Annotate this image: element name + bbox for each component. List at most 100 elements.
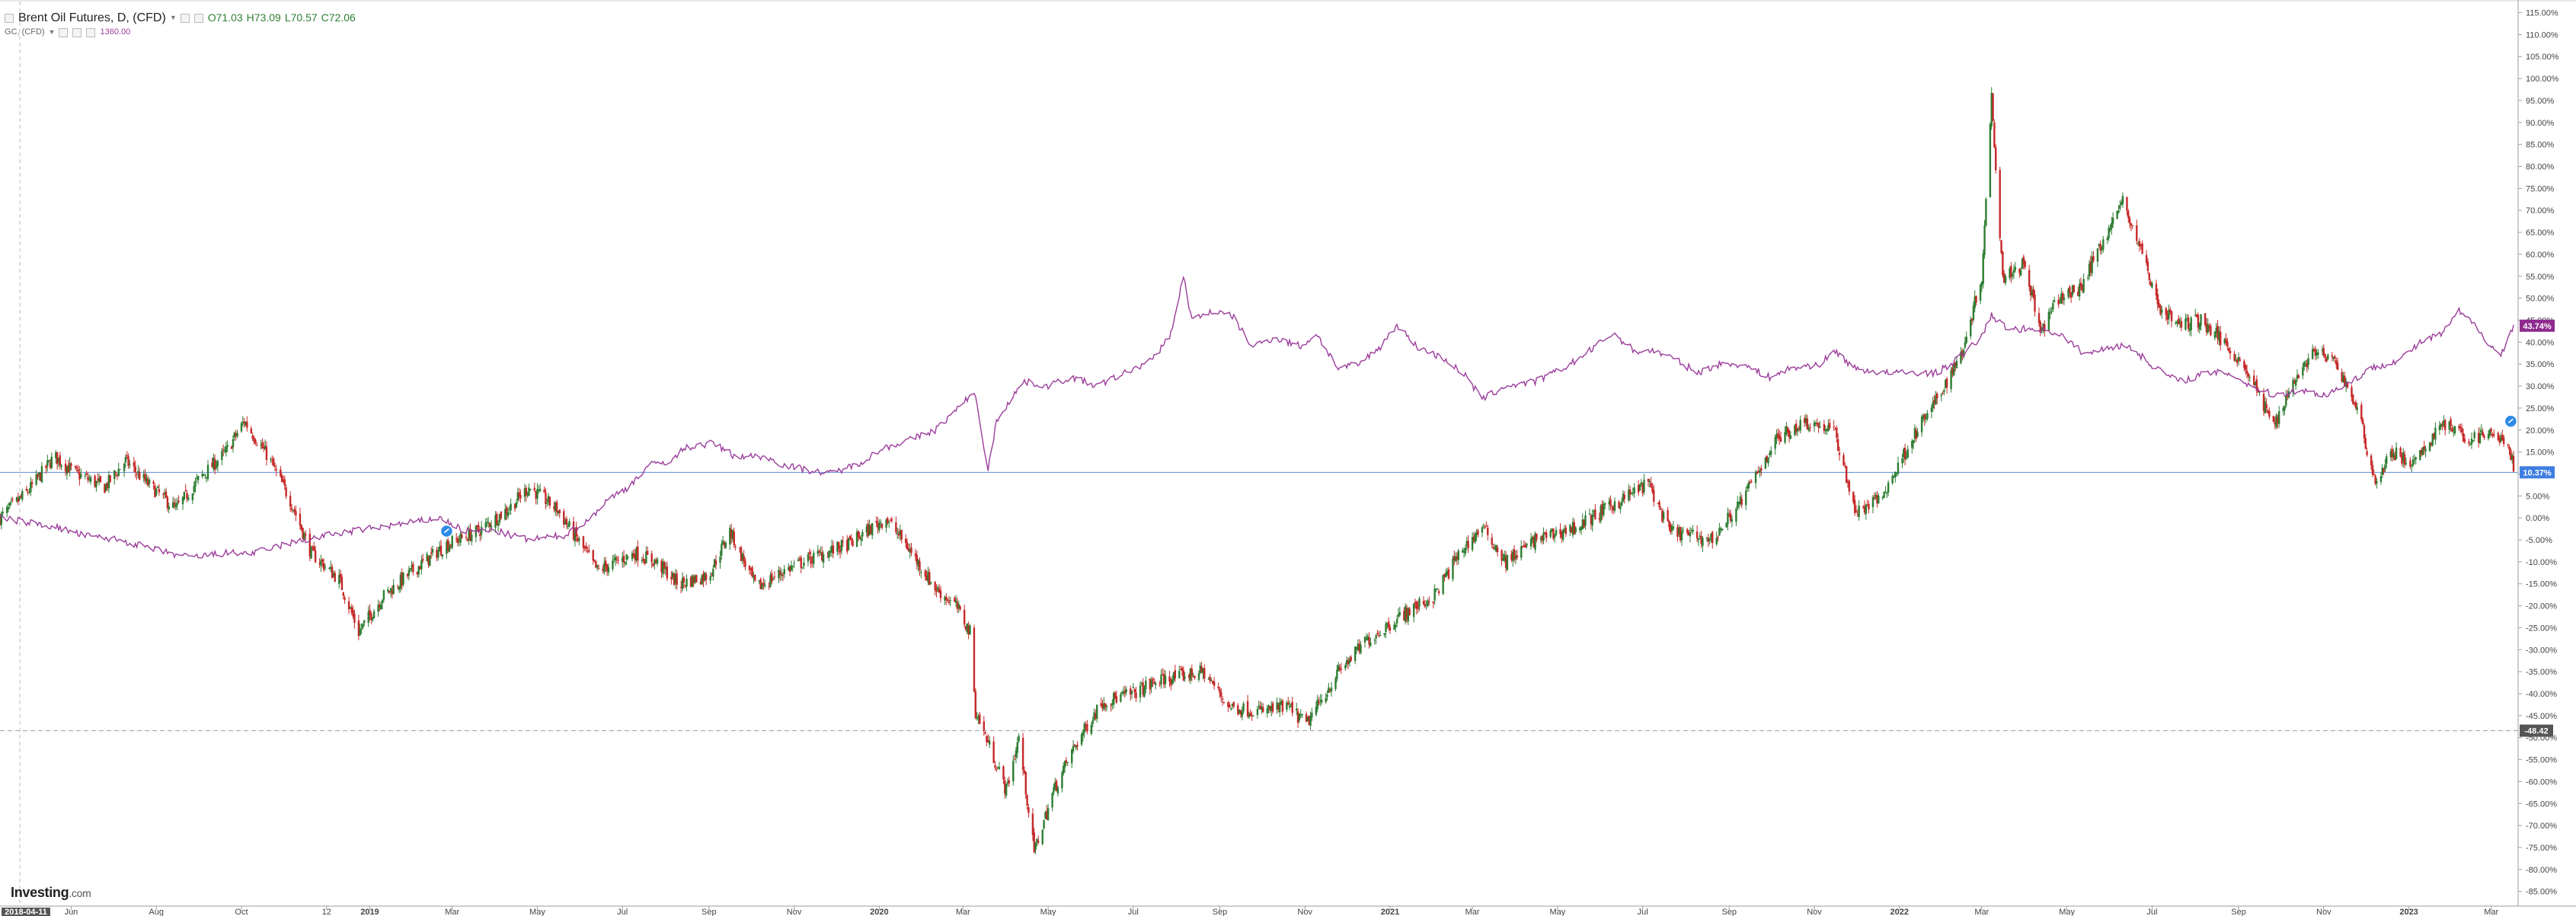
candle-body: [310, 546, 312, 559]
candle-body: [1179, 669, 1182, 671]
y-tick-label: -5.00%: [2526, 536, 2552, 545]
settings-box-icon[interactable]: [72, 27, 82, 37]
candle-body: [1915, 430, 1917, 439]
candle-body: [546, 503, 548, 504]
candle-body: [2293, 381, 2296, 384]
candle-body: [1445, 573, 1447, 577]
chevron-down-icon[interactable]: ▼: [48, 28, 56, 36]
settings-box-icon[interactable]: [180, 13, 190, 23]
candle-body: [1628, 490, 1630, 501]
candle-body: [2264, 401, 2267, 413]
candle-body: [47, 460, 50, 461]
candle-body: [87, 476, 89, 480]
candle-body: [1935, 395, 1937, 405]
candle-body: [1613, 501, 1616, 511]
candle-body: [1199, 665, 1201, 673]
candle-body: [20, 496, 22, 498]
candle-body: [1930, 407, 1933, 413]
candle-body: [40, 466, 43, 483]
candle-body: [828, 551, 830, 558]
x-tick-label: Jul: [1638, 908, 1648, 916]
candle-body: [1182, 670, 1185, 681]
candle-body: [2156, 294, 2159, 305]
price-axis[interactable]: 115.00% 110.00% 105.00% 100.00% 95.00% 90.00%…: [2517, 0, 2559, 906]
candle-body: [2049, 312, 2051, 314]
candle-body: [1920, 416, 1923, 432]
candle-body: [1013, 759, 1016, 761]
candle-body: [265, 446, 268, 460]
candle-body: [2245, 370, 2248, 374]
candle-body: [314, 550, 317, 563]
candle-body: [367, 611, 369, 623]
candle-body: [988, 740, 991, 745]
candle-body: [917, 560, 919, 567]
candle-body: [1065, 760, 1068, 763]
candle-body: [109, 475, 111, 482]
eye-box-icon[interactable]: [59, 27, 69, 37]
main-symbol-label[interactable]: Brent Oil Futures, D, (CFD): [18, 11, 166, 24]
candle-body: [1536, 533, 1538, 540]
candle-body: [2284, 406, 2286, 410]
candle-body: [721, 544, 723, 556]
candle-body: [2127, 210, 2130, 219]
candle-body: [1071, 749, 1073, 764]
candle-body: [553, 506, 555, 509]
candle-body: [2158, 303, 2160, 308]
collapse-icon[interactable]: [5, 13, 14, 23]
candle-body: [2254, 381, 2257, 386]
candle-body: [2155, 283, 2158, 296]
candle-body: [2148, 273, 2150, 280]
candle-body: [1358, 643, 1360, 652]
candle-body: [1913, 428, 1916, 439]
candle-body: [2376, 481, 2378, 484]
candle-body: [1647, 478, 1650, 482]
candle-body: [871, 523, 874, 536]
candle-body: [1475, 532, 1478, 535]
candle-body: [842, 541, 844, 542]
candle-body: [1819, 426, 1821, 428]
candle-body: [1561, 529, 1564, 540]
candle-body: [441, 554, 444, 557]
time-axis[interactable]: Jun Aug Oct 12 2019 Mar May Jul Sep Nov 2020 Mar May…: [0, 905, 2576, 916]
candle-body: [2170, 311, 2173, 321]
candle-body: [2235, 359, 2237, 361]
candle-body: [1403, 611, 1405, 621]
close-box-icon[interactable]: [86, 27, 96, 37]
candle-body: [1630, 493, 1633, 494]
candle-body: [392, 585, 395, 595]
candle-body: [1291, 701, 1293, 713]
candle-body: [2077, 291, 2079, 296]
candle-body: [662, 562, 664, 574]
candle-body: [769, 575, 772, 587]
candle-body: [656, 559, 659, 564]
x-tick-label: Mar: [1465, 908, 1480, 916]
candle-body: [967, 625, 970, 635]
candle-body: [1886, 493, 1888, 494]
candle-body: [339, 573, 342, 578]
candle-body: [173, 503, 176, 506]
candle-body: [1828, 423, 1831, 429]
candle-body: [860, 538, 862, 541]
close-box-icon[interactable]: [193, 13, 203, 23]
candle-body: [998, 767, 1001, 769]
candle-body: [754, 574, 756, 581]
candle-body: [2044, 324, 2046, 332]
candle-body: [1686, 529, 1689, 533]
candle-body: [954, 600, 957, 603]
candle-body: [593, 559, 596, 562]
x-tick-label: Jul: [1128, 908, 1139, 916]
candle-body: [347, 601, 350, 610]
candle-body: [1638, 484, 1641, 491]
compare-symbol-label[interactable]: GC, (CFD): [5, 27, 45, 37]
candle-body: [2395, 447, 2398, 459]
candle-body: [1865, 505, 1868, 514]
candle-body: [2099, 244, 2101, 251]
candle-body: [1799, 420, 1801, 431]
candle-body: [2294, 379, 2297, 386]
candle-body: [1747, 482, 1750, 489]
chevron-down-icon[interactable]: ▼: [169, 14, 177, 21]
candle-body: [1774, 436, 1776, 449]
candle-body: [1640, 482, 1643, 484]
candle-body: [1982, 253, 1984, 284]
